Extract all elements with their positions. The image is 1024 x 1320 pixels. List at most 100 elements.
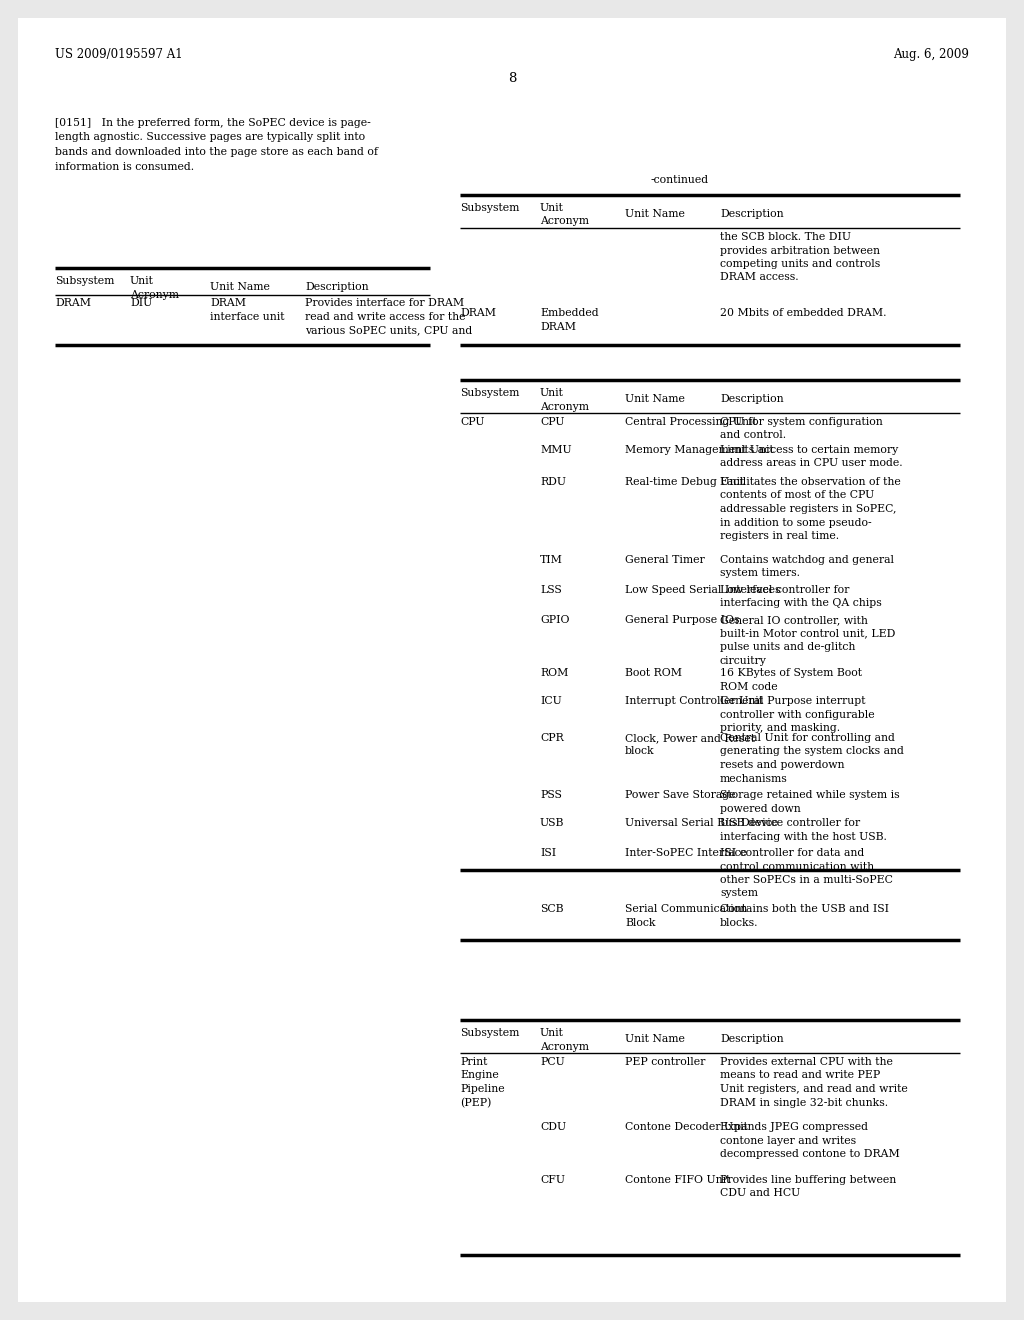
Text: Description: Description	[720, 209, 783, 219]
Text: Provides interface for DRAM: Provides interface for DRAM	[305, 298, 464, 308]
Text: controller with configurable: controller with configurable	[720, 710, 874, 719]
Text: Power Save Storage: Power Save Storage	[625, 789, 735, 800]
Text: registers in real time.: registers in real time.	[720, 531, 839, 541]
Text: Unit Name: Unit Name	[625, 393, 685, 404]
Text: Real-time Debug Unit: Real-time Debug Unit	[625, 477, 744, 487]
Text: system: system	[720, 888, 758, 899]
Text: Aug. 6, 2009: Aug. 6, 2009	[893, 48, 969, 61]
Text: Pipeline: Pipeline	[460, 1084, 505, 1094]
Text: Central Processing Unit: Central Processing Unit	[625, 417, 757, 426]
Text: Unit: Unit	[130, 276, 154, 286]
Text: CPR: CPR	[540, 733, 564, 743]
Text: Print: Print	[460, 1057, 487, 1067]
Text: Description: Description	[720, 393, 783, 404]
Text: PCU: PCU	[540, 1057, 565, 1067]
Text: -continued: -continued	[651, 176, 709, 185]
Text: 16 KBytes of System Boot: 16 KBytes of System Boot	[720, 668, 862, 678]
Text: ISI controller for data and: ISI controller for data and	[720, 847, 864, 858]
Text: Subsystem: Subsystem	[460, 1028, 519, 1038]
Text: 20 Mbits of embedded DRAM.: 20 Mbits of embedded DRAM.	[720, 308, 887, 318]
Text: built-in Motor control unit, LED: built-in Motor control unit, LED	[720, 628, 895, 639]
Text: TIM: TIM	[540, 554, 563, 565]
Text: ROM: ROM	[540, 668, 568, 678]
Text: Unit Name: Unit Name	[625, 209, 685, 219]
Text: contone layer and writes: contone layer and writes	[720, 1135, 856, 1146]
Text: Description: Description	[305, 282, 369, 292]
Text: various SoPEC units, CPU and: various SoPEC units, CPU and	[305, 325, 472, 335]
Text: Contains watchdog and general: Contains watchdog and general	[720, 554, 894, 565]
Text: Unit Name: Unit Name	[210, 282, 270, 292]
Text: pulse units and de-glitch: pulse units and de-glitch	[720, 642, 855, 652]
Text: Acronym: Acronym	[130, 289, 179, 300]
Text: PSS: PSS	[540, 789, 562, 800]
Text: General Timer: General Timer	[625, 554, 705, 565]
Text: Storage retained while system is: Storage retained while system is	[720, 789, 900, 800]
Text: DRAM access.: DRAM access.	[720, 272, 799, 282]
Text: Contone Decoder Unit: Contone Decoder Unit	[625, 1122, 748, 1133]
Text: length agnostic. Successive pages are typically split into: length agnostic. Successive pages are ty…	[55, 132, 366, 143]
Text: other SoPECs in a multi-SoPEC: other SoPECs in a multi-SoPEC	[720, 875, 893, 884]
Text: provides arbitration between: provides arbitration between	[720, 246, 880, 256]
Text: Block: Block	[625, 917, 655, 928]
Text: Unit: Unit	[540, 1028, 564, 1038]
Text: ISI: ISI	[540, 847, 556, 858]
Text: Central Unit for controlling and: Central Unit for controlling and	[720, 733, 895, 743]
Text: RDU: RDU	[540, 477, 566, 487]
Text: Serial Communication: Serial Communication	[625, 904, 748, 913]
Text: decompressed contone to DRAM: decompressed contone to DRAM	[720, 1148, 900, 1159]
Text: SCB: SCB	[540, 904, 563, 913]
Text: Embedded: Embedded	[540, 308, 599, 318]
Text: PEP controller: PEP controller	[625, 1057, 706, 1067]
Text: Description: Description	[720, 1034, 783, 1044]
Text: control communication with: control communication with	[720, 862, 874, 871]
Text: Expands JPEG compressed: Expands JPEG compressed	[720, 1122, 868, 1133]
Text: CDU and HCU: CDU and HCU	[720, 1188, 800, 1199]
Text: USB: USB	[540, 818, 564, 828]
Text: DIU: DIU	[130, 298, 153, 308]
Text: General IO controller, with: General IO controller, with	[720, 615, 868, 624]
Text: Provides line buffering between: Provides line buffering between	[720, 1175, 896, 1185]
Text: ROM code: ROM code	[720, 681, 777, 692]
Text: Acronym: Acronym	[540, 216, 589, 227]
Text: USB device controller for: USB device controller for	[720, 818, 860, 828]
Text: Unit: Unit	[540, 203, 564, 213]
Text: Low Speed Serial Interfaces: Low Speed Serial Interfaces	[625, 585, 780, 595]
Text: mechanisms: mechanisms	[720, 774, 787, 784]
Text: Subsystem: Subsystem	[55, 276, 115, 286]
Text: contents of most of the CPU: contents of most of the CPU	[720, 491, 874, 500]
Text: Unit Name: Unit Name	[625, 1034, 685, 1044]
Text: CPU for system configuration: CPU for system configuration	[720, 417, 883, 426]
Text: DRAM in single 32-bit chunks.: DRAM in single 32-bit chunks.	[720, 1097, 888, 1107]
Text: interface unit: interface unit	[210, 312, 285, 322]
Text: powered down: powered down	[720, 804, 801, 813]
Text: competing units and controls: competing units and controls	[720, 259, 881, 269]
Text: interfacing with the QA chips: interfacing with the QA chips	[720, 598, 882, 609]
Text: Boot ROM: Boot ROM	[625, 668, 682, 678]
Text: Engine: Engine	[460, 1071, 499, 1081]
Text: General Purpose interrupt: General Purpose interrupt	[720, 696, 865, 706]
Text: ICU: ICU	[540, 696, 562, 706]
Text: Low level controller for: Low level controller for	[720, 585, 849, 595]
Text: and control.: and control.	[720, 430, 786, 441]
Text: DRAM: DRAM	[540, 322, 575, 331]
Text: CFU: CFU	[540, 1175, 565, 1185]
Text: Unit registers, and read and write: Unit registers, and read and write	[720, 1084, 907, 1094]
Text: Clock, Power and Reset: Clock, Power and Reset	[625, 733, 755, 743]
Text: Contains both the USB and ISI: Contains both the USB and ISI	[720, 904, 889, 913]
Text: system timers.: system timers.	[720, 569, 800, 578]
Text: Universal Serial Bus Device: Universal Serial Bus Device	[625, 818, 778, 828]
Text: CDU: CDU	[540, 1122, 566, 1133]
Text: Inter-SoPEC Interface: Inter-SoPEC Interface	[625, 847, 746, 858]
Text: General Purpose IOs: General Purpose IOs	[625, 615, 739, 624]
Text: blocks.: blocks.	[720, 917, 759, 928]
Text: LSS: LSS	[540, 585, 562, 595]
Text: means to read and write PEP: means to read and write PEP	[720, 1071, 881, 1081]
Text: bands and downloaded into the page store as each band of: bands and downloaded into the page store…	[55, 147, 378, 157]
Text: information is consumed.: information is consumed.	[55, 161, 195, 172]
Text: resets and powerdown: resets and powerdown	[720, 760, 845, 770]
Text: Subsystem: Subsystem	[460, 388, 519, 399]
Text: read and write access for the: read and write access for the	[305, 312, 466, 322]
Text: Limits access to certain memory: Limits access to certain memory	[720, 445, 898, 455]
Text: interfacing with the host USB.: interfacing with the host USB.	[720, 832, 887, 842]
Text: Memory Management Unit: Memory Management Unit	[625, 445, 774, 455]
